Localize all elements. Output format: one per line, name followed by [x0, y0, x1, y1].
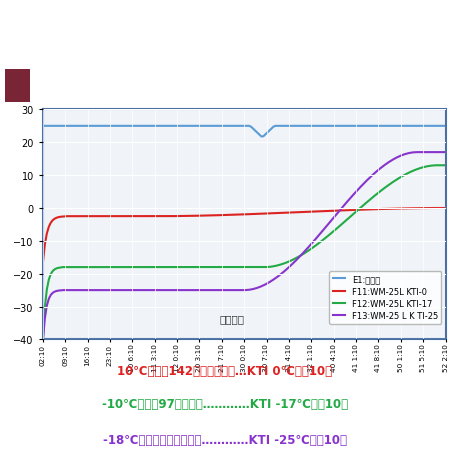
F11:WM-25L KTI-0 [115, 214, 120, 219]
F12:WM-25L KTI-17 [115, 265, 120, 270]
Line: F13:WM-25 L K TI-25: F13:WM-25 L K TI-25 [43, 153, 446, 343]
E1:恒温室 [115, 124, 120, 129]
F12:WM-25L KTI-17 [409, 169, 414, 175]
E1:恒温室 [64, 124, 70, 129]
Text: ボックス：KTB－WM－25L: ボックス：KTB－WM－25L [140, 77, 328, 95]
F11:WM-25L KTI-0 [409, 206, 414, 212]
E1:恒温室 [56, 124, 62, 129]
F13:WM-25 L K TI-25 [443, 150, 448, 156]
E1:恒温室 [425, 124, 430, 129]
F11:WM-25L KTI-0 [40, 262, 45, 267]
Text: 「キープサーモアイス」と併用した場合の保冷能力（25℃時）: 「キープサーモアイス」と併用した場合の保冷能力（25℃時） [125, 45, 325, 55]
E1:恒温室 [443, 124, 448, 129]
F12:WM-25L KTI-17 [40, 340, 45, 346]
F13:WM-25 L K TI-25 [147, 288, 153, 293]
F12:WM-25L KTI-17 [437, 163, 442, 168]
F11:WM-25L KTI-0 [423, 206, 428, 212]
F12:WM-25L KTI-17 [64, 265, 70, 270]
Text: 経過時間: 経過時間 [220, 313, 244, 324]
F11:WM-25L KTI-0 [56, 215, 62, 220]
Line: E1:恒温室: E1:恒温室 [43, 127, 446, 137]
F13:WM-25 L K TI-25 [56, 288, 62, 294]
F13:WM-25 L K TI-25 [40, 340, 45, 346]
F12:WM-25L KTI-17 [443, 163, 448, 168]
F11:WM-25L KTI-0 [147, 214, 153, 219]
Legend: E1:恒温室, F11:WM-25L KTI-0, F12:WM-25L KTI-17, F13:WM-25 L K TI-25: E1:恒温室, F11:WM-25L KTI-0, F12:WM-25L KTI… [329, 271, 441, 324]
F13:WM-25 L K TI-25 [425, 150, 430, 156]
Text: -10℃以下を97時間維持…………KTI -17℃用〉10個: -10℃以下を97時間維持…………KTI -17℃用〉10個 [102, 397, 348, 410]
E1:恒温室 [259, 134, 264, 140]
Line: F12:WM-25L KTI-17: F12:WM-25L KTI-17 [43, 166, 446, 343]
F12:WM-25L KTI-17 [56, 265, 62, 271]
F13:WM-25 L K TI-25 [409, 151, 414, 156]
Line: F11:WM-25L KTI-0: F11:WM-25L KTI-0 [43, 208, 446, 264]
F13:WM-25 L K TI-25 [64, 288, 70, 293]
E1:恒温室 [40, 124, 45, 129]
F12:WM-25L KTI-17 [423, 165, 428, 170]
E1:恒温室 [410, 124, 416, 129]
Bar [5, 70, 30, 102]
Text: -18℃以下を６５時間維持…………KTI -25℃用〉10個: -18℃以下を６５時間維持…………KTI -25℃用〉10個 [103, 433, 347, 446]
F12:WM-25L KTI-17 [147, 265, 153, 270]
F13:WM-25 L K TI-25 [417, 150, 422, 156]
E1:恒温室 [147, 124, 153, 129]
F11:WM-25L KTI-0 [64, 214, 70, 219]
Text: 10℃以下を142時間以上維持…KTI 0℃用〉10個: 10℃以下を142時間以上維持…KTI 0℃用〉10個 [117, 364, 333, 377]
F13:WM-25 L K TI-25 [115, 288, 120, 293]
F11:WM-25L KTI-0 [443, 206, 448, 211]
